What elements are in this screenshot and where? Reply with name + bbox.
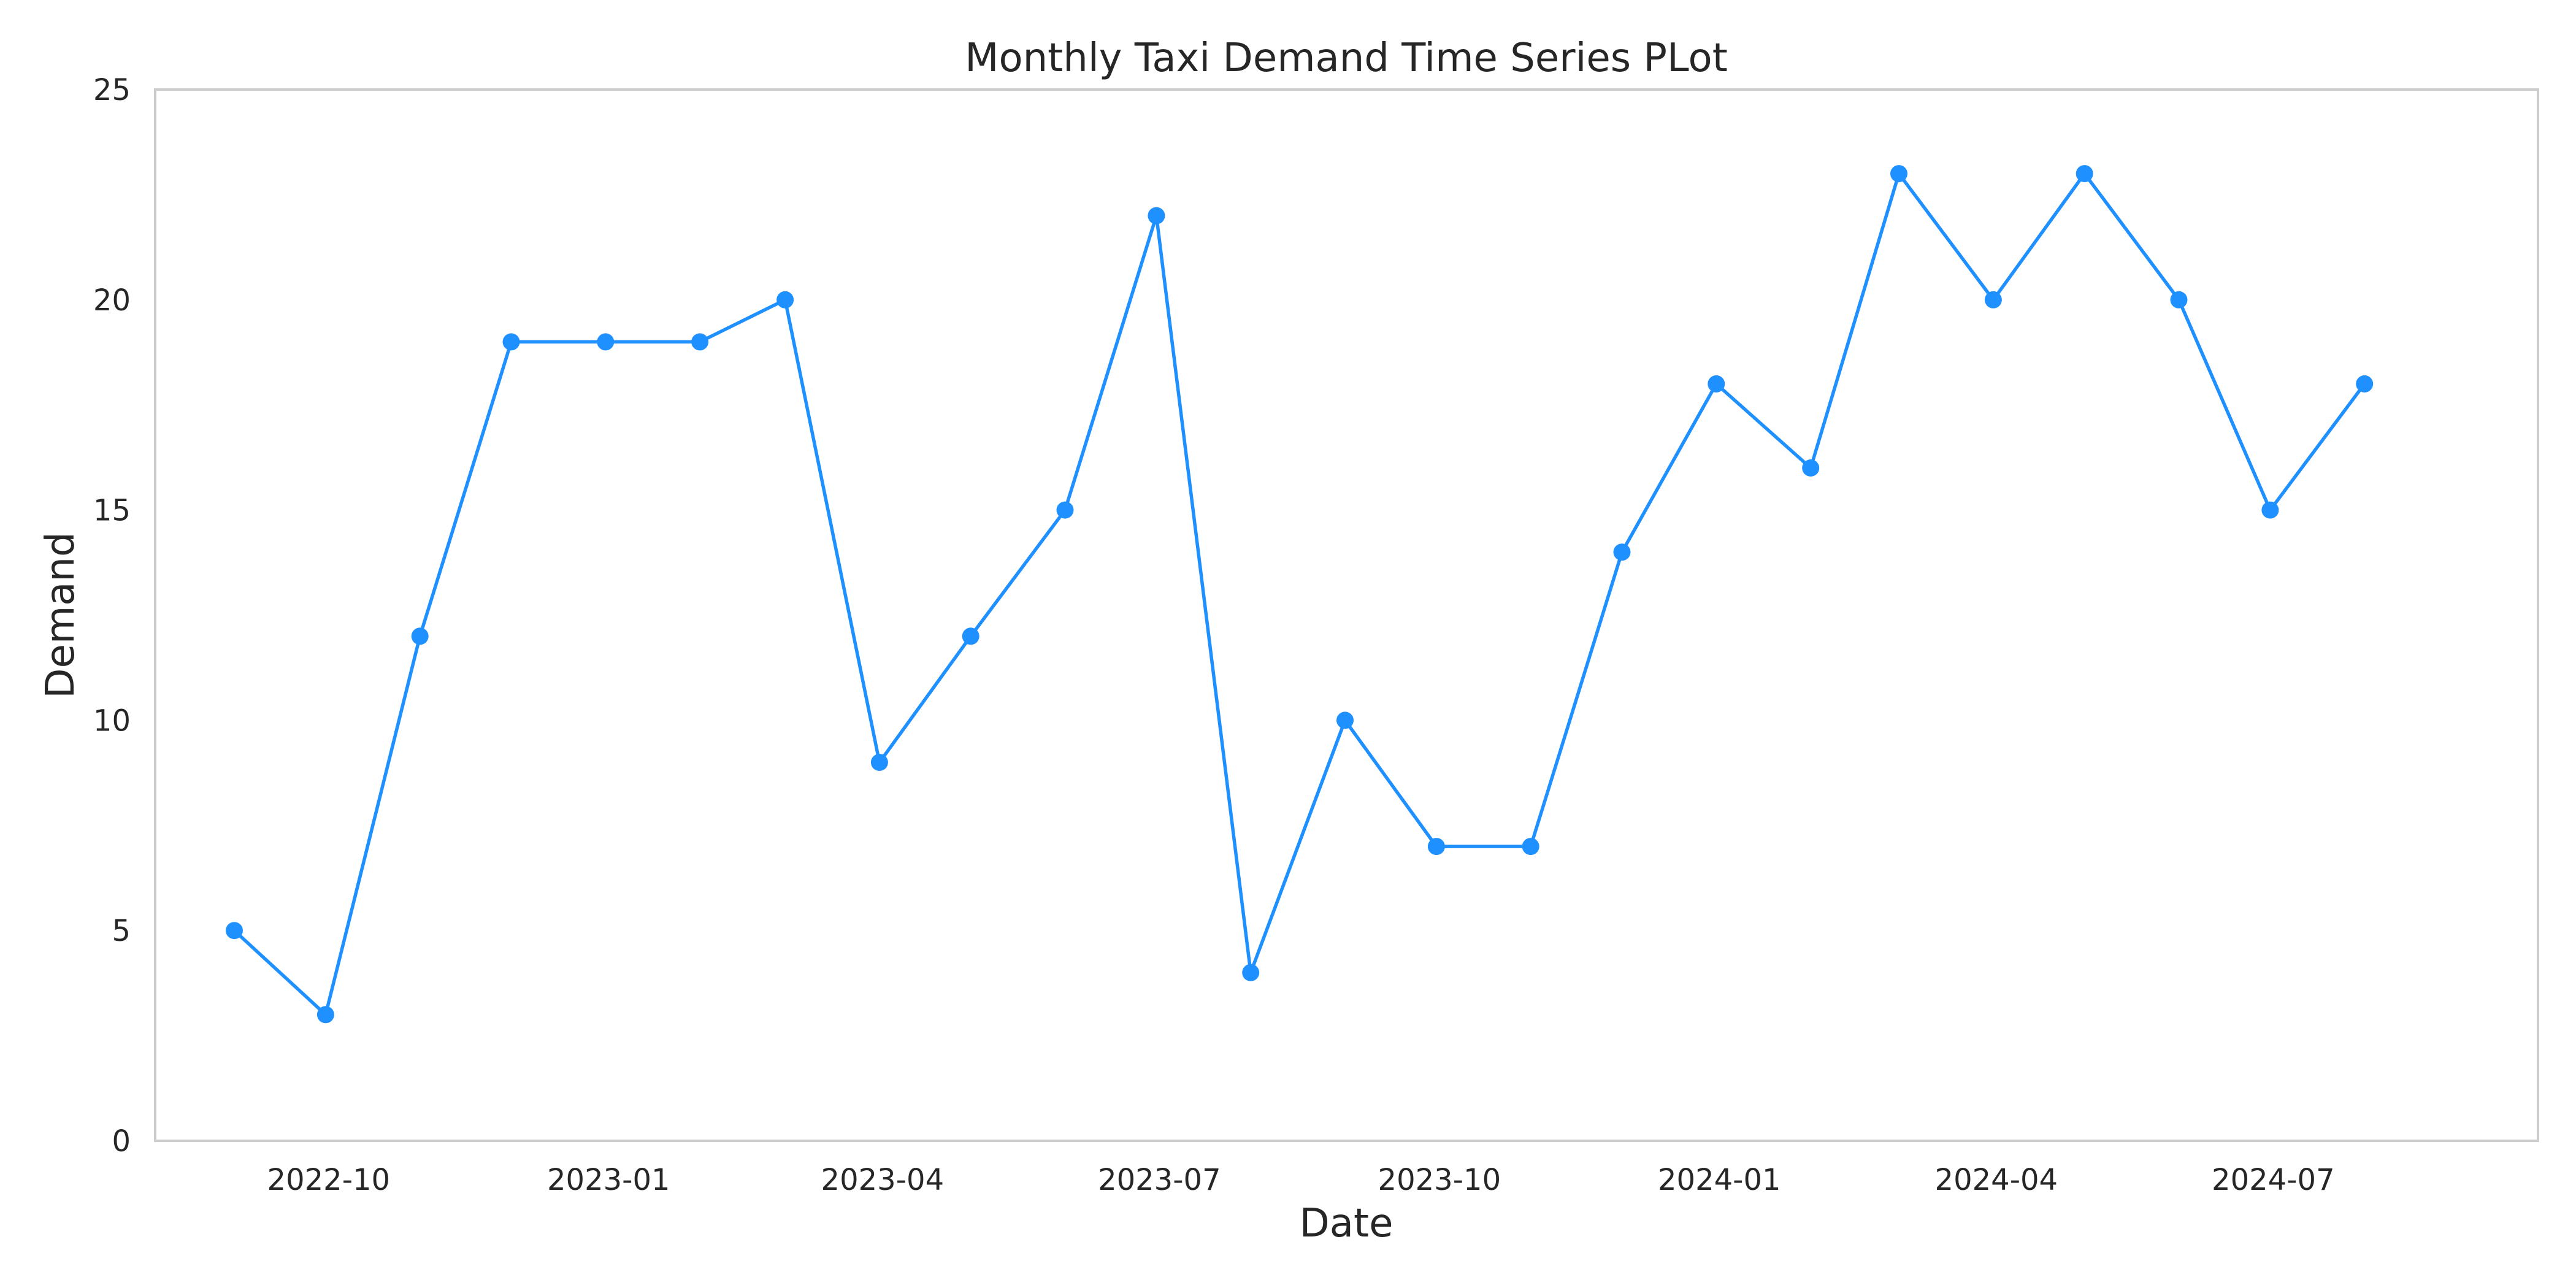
x-tick-label: 2024-01 [1658, 1163, 1781, 1197]
y-tick-label: 20 [93, 283, 131, 318]
data-point [2356, 375, 2374, 393]
data-point [1708, 375, 1725, 393]
y-tick-label: 0 [112, 1124, 131, 1159]
series-line [233, 172, 2366, 1017]
data-point [1613, 543, 1631, 561]
x-tick-label: 2022-10 [267, 1163, 391, 1197]
x-tick-label: 2023-07 [1098, 1163, 1221, 1197]
data-point [1148, 207, 1165, 224]
y-axis-label: Demand [38, 532, 83, 698]
y-tick-label: 25 [93, 73, 131, 107]
data-point [1984, 291, 2002, 309]
series-group [226, 165, 2374, 1024]
data-point [2076, 165, 2093, 183]
data-point [411, 627, 429, 645]
plot-frame [154, 88, 2539, 1142]
data-point [597, 333, 615, 351]
x-tick-label: 2023-01 [547, 1163, 670, 1197]
data-point [502, 333, 520, 351]
x-axis-ticks: 2022-10 2023-01 2023-04 2023-07 2023-10 2024-… [267, 1163, 2335, 1197]
data-point [870, 754, 888, 771]
y-axis-ticks: 0 5 10 15 20 25 [93, 73, 131, 1159]
data-point [316, 1006, 334, 1024]
data-point [1802, 459, 1820, 477]
x-tick-label: 2023-10 [1378, 1163, 1501, 1197]
data-point [2170, 291, 2188, 309]
data-point [226, 922, 243, 940]
data-point [1056, 501, 1074, 519]
data-point [776, 291, 794, 309]
data-point [1890, 165, 1907, 183]
y-tick-label: 15 [93, 494, 131, 528]
data-point [962, 627, 979, 645]
data-point [691, 333, 709, 351]
data-point [1242, 964, 1260, 981]
data-point [1336, 711, 1354, 729]
data-point [2261, 501, 2279, 519]
data-point [1427, 838, 1445, 856]
chart-title: Monthly Taxi Demand Time Series PLot [965, 36, 1728, 81]
x-tick-label: 2024-07 [2212, 1163, 2335, 1197]
y-tick-label: 10 [93, 703, 131, 738]
data-point [1522, 838, 1539, 856]
y-tick-label: 5 [112, 914, 131, 948]
x-axis-label: Date [1300, 1201, 1393, 1246]
x-tick-label: 2024-04 [1935, 1163, 2058, 1197]
x-tick-label: 2023-04 [821, 1163, 945, 1197]
